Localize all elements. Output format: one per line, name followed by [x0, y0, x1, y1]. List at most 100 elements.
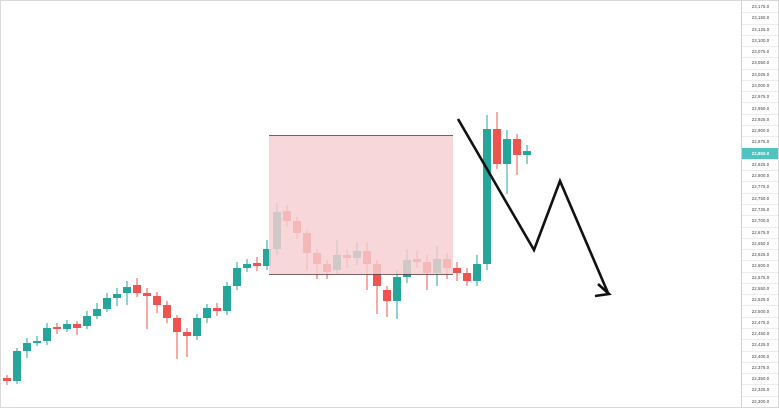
price-axis-tick: 22,475.0 — [742, 317, 778, 330]
candlestick — [53, 1, 61, 407]
candlestick — [103, 1, 111, 407]
candlestick — [373, 1, 381, 407]
price-axis-tick: 23,075.0 — [742, 46, 778, 59]
candle-body — [263, 249, 271, 266]
price-axis-tick: 22,325.0 — [742, 384, 778, 397]
candlestick — [393, 1, 401, 407]
candle-body — [93, 308, 101, 317]
candlestick — [473, 1, 481, 407]
price-axis-tick: 22,575.0 — [742, 272, 778, 284]
candle-body — [173, 317, 181, 332]
candle-body — [83, 316, 91, 327]
candle-wick — [186, 328, 188, 357]
candle-body — [253, 263, 261, 266]
candle-body — [153, 295, 161, 305]
candlestick — [253, 1, 261, 407]
price-axis-tick: 23,175.0 — [742, 1, 778, 14]
candlestick — [153, 1, 161, 407]
candlestick — [243, 1, 251, 407]
candle-body — [483, 128, 491, 265]
current-price-label: 22,850.0 — [742, 147, 778, 159]
candle-body — [473, 264, 481, 281]
candle-body — [493, 128, 501, 164]
candle-wick — [126, 280, 128, 305]
candle-body — [243, 264, 251, 268]
candle-body — [523, 150, 531, 155]
price-axis-tick: 22,500.0 — [742, 306, 778, 318]
price-axis-tick: 22,775.0 — [742, 181, 778, 194]
candlestick — [223, 1, 231, 407]
candle-body — [143, 292, 151, 296]
candle-body — [53, 327, 61, 330]
candle-body — [123, 287, 131, 293]
candle-wick — [176, 315, 178, 359]
candlestick — [383, 1, 391, 407]
candlestick — [523, 1, 531, 407]
candlestick — [123, 1, 131, 407]
consolidation-zone-rectangle[interactable] — [269, 135, 453, 275]
candle-body — [233, 267, 241, 287]
candlestick — [93, 1, 101, 407]
price-axis-tick: 22,550.0 — [742, 283, 778, 296]
candlestick — [263, 1, 271, 407]
price-axis-tick: 22,525.0 — [742, 294, 778, 307]
price-axis-tick: 22,425.0 — [742, 339, 778, 352]
candlestick — [173, 1, 181, 407]
candlestick — [183, 1, 191, 407]
candle-body — [223, 286, 231, 312]
candlestick — [193, 1, 201, 407]
candlestick — [463, 1, 471, 407]
candlestick — [83, 1, 91, 407]
price-axis-tick: 22,350.0 — [742, 373, 778, 386]
candle-body — [43, 328, 51, 342]
candlestick — [23, 1, 31, 407]
candlestick — [203, 1, 211, 407]
candlestick — [493, 1, 501, 407]
price-axis-tick: 22,725.0 — [742, 204, 778, 217]
price-axis-tick: 23,050.0 — [742, 57, 778, 70]
candle-body — [73, 324, 81, 329]
candlestick — [483, 1, 491, 407]
candlestick — [133, 1, 141, 407]
price-axis-tick: 22,925.0 — [742, 114, 778, 127]
price-axis-tick: 22,800.0 — [742, 170, 778, 183]
price-axis-scale[interactable]: 23,175.0 23,150.0 23,125.0 23,100.0 23,075.0… — [741, 1, 778, 407]
candle-body — [213, 307, 221, 312]
candle-body — [33, 341, 41, 343]
candlestick — [513, 1, 521, 407]
candle-body — [393, 277, 401, 302]
candle-body — [513, 138, 521, 155]
price-axis-tick: 23,150.0 — [742, 12, 778, 25]
candle-body — [503, 138, 511, 164]
candle-body — [133, 285, 141, 293]
candlestick — [3, 1, 11, 407]
chart-plot-area[interactable] — [1, 1, 741, 407]
candle-body — [163, 304, 171, 318]
candle-body — [103, 298, 111, 309]
price-axis-tick: 22,900.0 — [742, 125, 778, 138]
candle-body — [113, 293, 121, 299]
candle-wick — [526, 145, 528, 164]
candlestick — [63, 1, 71, 407]
candle-body — [203, 307, 211, 318]
candlestick — [503, 1, 511, 407]
candlestick — [213, 1, 221, 407]
price-axis-tick: 22,400.0 — [742, 351, 778, 363]
candle-body — [183, 331, 191, 337]
price-axis-tick: 22,675.0 — [742, 227, 778, 239]
price-axis-tick: 22,650.0 — [742, 238, 778, 251]
price-axis-tick: 22,700.0 — [742, 215, 778, 228]
price-axis-tick: 23,125.0 — [742, 24, 778, 36]
candlestick — [13, 1, 21, 407]
candle-body — [3, 378, 11, 382]
price-axis-tick: 22,825.0 — [742, 159, 778, 172]
candle-wick — [386, 286, 388, 317]
candlestick — [163, 1, 171, 407]
candlestick — [113, 1, 121, 407]
candle-wick — [146, 288, 148, 330]
candle-body — [193, 317, 201, 337]
candle-wick — [376, 260, 378, 315]
price-axis-tick: 22,750.0 — [742, 193, 778, 205]
candle-body — [463, 273, 471, 281]
